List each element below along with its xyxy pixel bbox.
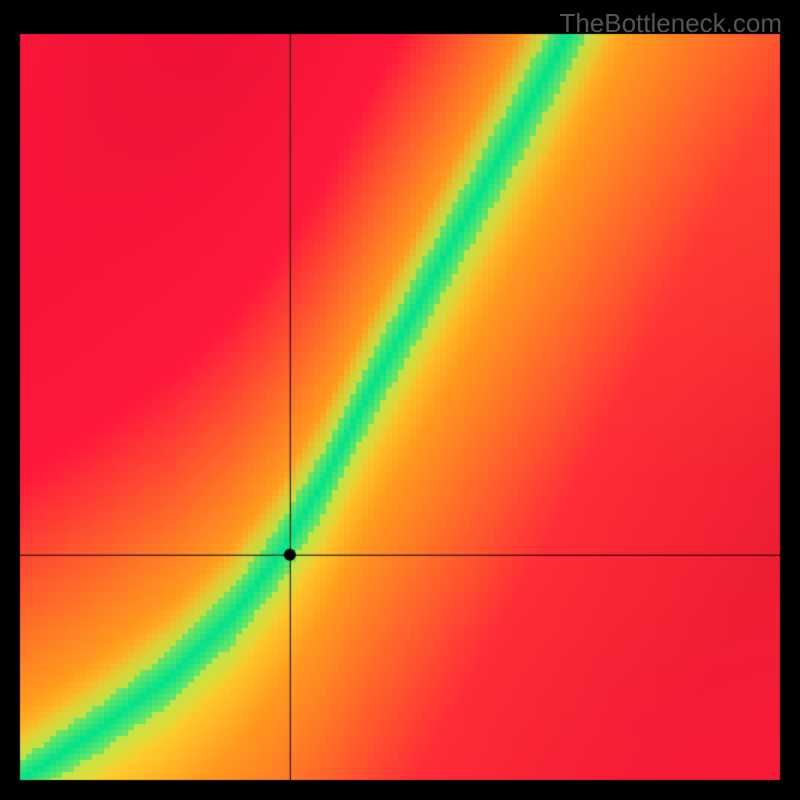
figure-container: TheBottleneck.com <box>0 0 800 800</box>
heatmap-canvas <box>0 0 800 800</box>
watermark-text: TheBottleneck.com <box>559 8 782 39</box>
